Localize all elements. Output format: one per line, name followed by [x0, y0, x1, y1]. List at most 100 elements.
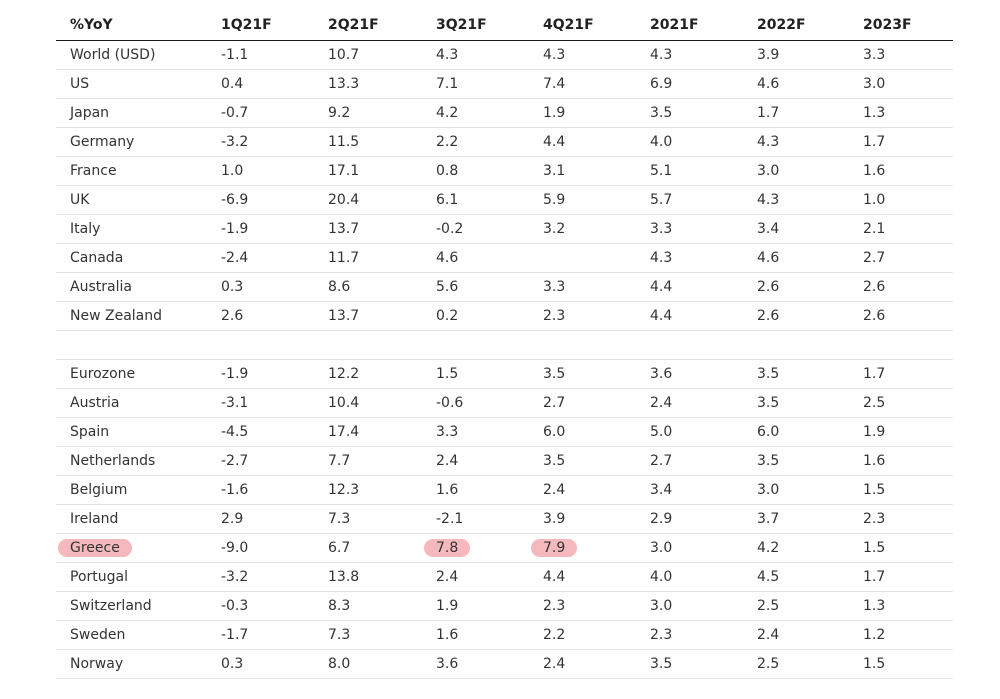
- value-text: 6.1: [436, 192, 459, 208]
- value-cell: 2.2: [436, 132, 543, 152]
- value-cell: 7.7: [328, 451, 436, 471]
- row-label-text: New Zealand: [70, 308, 162, 324]
- value-cell: 3.0: [863, 74, 953, 94]
- value-text: -1.6: [221, 482, 249, 498]
- value-cell: 1.6: [436, 480, 543, 500]
- value-text: 1.9: [863, 424, 886, 440]
- value-text: 4.4: [650, 279, 673, 295]
- value-cell: 2.1: [863, 219, 953, 239]
- value-cell: 4.3: [650, 45, 757, 65]
- table-row: UK -6.9 20.4 6.1 5.9 5.7 4.3 1.0: [56, 186, 953, 215]
- value-cell: 2.7: [650, 451, 757, 471]
- value-cell: 1.6: [436, 625, 543, 645]
- value-cell: 6.7: [328, 538, 436, 558]
- value-cell: 13.3: [328, 74, 436, 94]
- column-header: 2021F: [650, 17, 699, 33]
- value-text: 3.5: [650, 656, 673, 672]
- row-label-text: Netherlands: [70, 453, 156, 469]
- value-cell: 9.2: [328, 103, 436, 123]
- value-cell: 4.4: [543, 567, 650, 587]
- value-cell: 2.5: [757, 596, 863, 616]
- value-cell: 4.6: [757, 248, 863, 268]
- value-text: 1.5: [863, 656, 886, 672]
- table-row: World (USD) -1.1 10.7 4.3 4.3 4.3 3.9 3.3: [56, 41, 953, 70]
- value-text: 5.6: [436, 279, 459, 295]
- value-cell: 1.2: [863, 625, 953, 645]
- table-row: Canada -2.4 11.7 4.6 4.3 4.6 2.7: [56, 244, 953, 273]
- value-cell: 2.4: [543, 654, 650, 674]
- value-cell: -1.9: [221, 219, 328, 239]
- row-label-text: Belgium: [70, 482, 128, 498]
- column-header: 2Q21F: [328, 17, 379, 33]
- table-row: Norway 0.3 8.0 3.6 2.4 3.5 2.5 1.5: [56, 650, 953, 679]
- value-text: 1.7: [757, 105, 780, 121]
- value-text: 1.5: [863, 540, 886, 556]
- value-text: 3.4: [757, 221, 780, 237]
- value-text: 2.3: [650, 627, 673, 643]
- value-cell: 3.0: [650, 538, 757, 558]
- value-cell: 7.1: [436, 74, 543, 94]
- value-cell: 1.5: [863, 538, 953, 558]
- value-text: 4.2: [436, 105, 459, 121]
- value-cell: 5.1: [650, 161, 757, 181]
- value-cell: 2.9: [650, 509, 757, 529]
- row-label: US: [56, 74, 221, 94]
- value-text: 9.2: [328, 105, 351, 121]
- value-cell: 4.4: [650, 277, 757, 297]
- row-label: Portugal: [56, 567, 221, 587]
- value-cell: 3.3: [650, 219, 757, 239]
- value-cell: 1.7: [757, 103, 863, 123]
- value-cell: -9.0: [221, 538, 328, 558]
- value-cell: 2.6: [221, 306, 328, 326]
- value-cell: 3.3: [436, 422, 543, 442]
- value-text: 7.3: [328, 511, 351, 527]
- value-cell: 0.4: [221, 74, 328, 94]
- value-cell: 10.7: [328, 45, 436, 65]
- value-text: -3.1: [221, 395, 249, 411]
- value-text: 7.3: [328, 627, 351, 643]
- value-text: 4.5: [757, 569, 780, 585]
- row-label-text: Italy: [70, 221, 101, 237]
- value-cell: 5.6: [436, 277, 543, 297]
- value-cell: 1.6: [863, 161, 953, 181]
- value-cell: 4.4: [543, 132, 650, 152]
- value-cell: 1.9: [863, 422, 953, 442]
- value-text: 0.8: [436, 163, 459, 179]
- value-text: 2.4: [757, 627, 780, 643]
- value-cell: 17.1: [328, 161, 436, 181]
- value-cell: 1.9: [436, 596, 543, 616]
- value-text: 1.6: [436, 482, 459, 498]
- value-text: 2.4: [543, 656, 566, 672]
- value-text: 17.1: [328, 163, 360, 179]
- value-cell: 3.4: [757, 219, 863, 239]
- value-text: 2.6: [863, 308, 886, 324]
- table-row: Japan -0.7 9.2 4.2 1.9 3.5 1.7 1.3: [56, 99, 953, 128]
- value-text: 4.3: [650, 47, 673, 63]
- row-label: Greece: [56, 538, 221, 558]
- value-cell: 4.3: [650, 248, 757, 268]
- row-label-text: Australia: [70, 279, 132, 295]
- value-text: 3.9: [543, 511, 566, 527]
- forecast-table: %YoY 1Q21F 2Q21F 3Q21F 4Q21F 2021F 2022F 2023F …: [56, 10, 953, 679]
- value-cell: 1.7: [863, 364, 953, 384]
- table-row: Belgium -1.6 12.3 1.6 2.4 3.4 3.0 1.5: [56, 476, 953, 505]
- value-cell: -1.7: [221, 625, 328, 645]
- value-cell: 1.3: [863, 103, 953, 123]
- value-cell: 0.3: [221, 654, 328, 674]
- row-label-text: World (USD): [70, 47, 156, 63]
- value-cell: 2.7: [863, 248, 953, 268]
- value-text: 2.4: [543, 482, 566, 498]
- value-cell: 7.4: [543, 74, 650, 94]
- value-text: 4.3: [757, 134, 780, 150]
- value-text: 2.9: [650, 511, 673, 527]
- value-text: 1.0: [221, 163, 244, 179]
- table-row: Netherlands -2.7 7.7 2.4 3.5 2.7 3.5 1.6: [56, 447, 953, 476]
- value-text: -3.2: [221, 134, 249, 150]
- value-cell: 3.0: [757, 161, 863, 181]
- value-cell: 13.7: [328, 219, 436, 239]
- row-label: Norway: [56, 654, 221, 674]
- value-text: 4.4: [543, 134, 566, 150]
- value-text: 2.6: [757, 308, 780, 324]
- row-label-text: France: [70, 163, 117, 179]
- value-cell: 3.1: [543, 161, 650, 181]
